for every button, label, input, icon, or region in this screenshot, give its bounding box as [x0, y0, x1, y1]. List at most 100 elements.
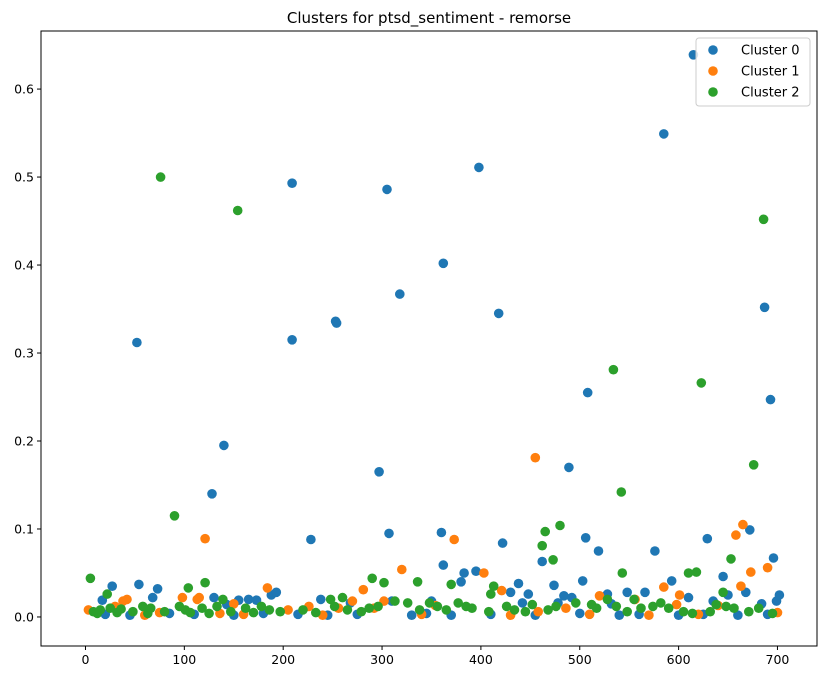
point-cluster-0-3 — [134, 579, 144, 590]
legend: Cluster 0 Cluster 1 Cluster 2 — [695, 37, 811, 107]
point-cluster-2-95 — [767, 608, 778, 619]
point-cluster-2-24 — [629, 594, 639, 605]
point-cluster-0-28 — [436, 527, 447, 538]
point-cluster-2-16 — [537, 540, 547, 551]
point-cluster-2-9 — [337, 592, 348, 603]
legend-marker-2 — [708, 87, 718, 97]
point-cluster-0-47 — [577, 576, 588, 586]
point-cluster-1-11 — [262, 583, 273, 593]
point-cluster-2-64 — [414, 605, 425, 615]
point-cluster-0-37 — [505, 587, 516, 598]
point-cluster-0-31 — [456, 577, 466, 587]
point-cluster-0-86 — [575, 608, 585, 619]
point-cluster-0-55 — [650, 546, 660, 556]
point-cluster-2-62 — [390, 596, 400, 606]
point-cluster-2-87 — [678, 606, 689, 617]
y-tick-label-3: 0.3 — [14, 346, 34, 361]
point-cluster-1-24 — [530, 452, 541, 463]
point-cluster-1-16 — [358, 584, 369, 595]
point-cluster-2-39 — [138, 601, 148, 612]
point-cluster-1-26 — [561, 603, 571, 613]
point-cluster-2-56 — [311, 607, 321, 618]
point-cluster-2-83 — [636, 603, 646, 613]
point-cluster-2-78 — [571, 598, 581, 608]
point-cluster-0-54 — [640, 587, 650, 598]
legend-box — [695, 37, 811, 107]
point-cluster-2-75 — [527, 599, 538, 610]
point-cluster-0-62 — [718, 571, 728, 582]
point-cluster-2-41 — [145, 603, 156, 613]
point-cluster-0-67 — [759, 302, 770, 313]
point-cluster-0-18 — [316, 594, 326, 605]
point-cluster-0-35 — [493, 308, 504, 319]
legend-marker-1 — [708, 66, 718, 76]
point-cluster-0-69 — [768, 553, 779, 563]
legend-marker-0 — [708, 45, 718, 55]
point-cluster-1-7 — [194, 592, 204, 603]
point-cluster-2-51 — [248, 607, 259, 618]
point-cluster-0-11 — [243, 594, 254, 605]
x-tick-label-2: 200 — [271, 652, 295, 667]
point-cluster-2-82 — [622, 606, 632, 617]
point-cluster-1-12 — [283, 605, 293, 615]
point-cluster-0-16 — [287, 335, 297, 345]
point-cluster-0-36 — [497, 538, 508, 548]
y-tick-label-0: 0.0 — [14, 609, 34, 624]
legend-label-1: Cluster 1 — [741, 65, 800, 80]
point-cluster-2-77 — [551, 601, 561, 612]
point-cluster-1-45 — [644, 610, 654, 620]
point-cluster-2-7 — [232, 205, 243, 216]
point-cluster-1-23 — [496, 585, 507, 596]
point-cluster-1-19 — [397, 564, 407, 575]
point-cluster-2-73 — [509, 605, 520, 615]
point-cluster-2-25 — [683, 568, 694, 578]
point-cluster-2-20 — [602, 594, 613, 605]
point-cluster-0-14 — [271, 587, 282, 598]
point-cluster-2-88 — [687, 608, 698, 619]
plot-frame — [40, 30, 818, 647]
point-cluster-1-22 — [479, 568, 489, 578]
point-cluster-2-5 — [200, 577, 210, 588]
point-cluster-0-17 — [306, 534, 316, 545]
point-cluster-2-92 — [729, 603, 739, 613]
point-cluster-1-33 — [731, 530, 741, 540]
y-tick-label-6: 0.6 — [14, 82, 34, 97]
point-cluster-0-42 — [549, 580, 559, 591]
point-cluster-2-52 — [256, 601, 267, 612]
point-cluster-2-63 — [402, 598, 413, 608]
point-cluster-2-53 — [264, 605, 275, 615]
x-tick-label-1: 100 — [172, 652, 196, 667]
point-cluster-1-31 — [674, 590, 685, 600]
point-cluster-1-37 — [762, 562, 773, 573]
point-cluster-2-45 — [185, 607, 196, 618]
point-cluster-2-10 — [367, 573, 378, 584]
point-cluster-0-65 — [745, 525, 755, 535]
point-cluster-2-90 — [711, 599, 721, 610]
y-tick-label-4: 0.4 — [14, 258, 34, 273]
point-cluster-0-6 — [207, 489, 217, 499]
point-cluster-2-93 — [744, 606, 754, 617]
point-cluster-0-26 — [395, 289, 405, 299]
x-tick-label-4: 400 — [469, 652, 493, 667]
point-cluster-2-71 — [484, 606, 494, 617]
point-cluster-1-34 — [736, 581, 746, 591]
point-cluster-2-59 — [356, 606, 367, 617]
point-cluster-2-91 — [721, 601, 731, 612]
point-cluster-2-15 — [488, 581, 499, 591]
point-cluster-2-42 — [159, 606, 170, 617]
point-cluster-0-7 — [209, 592, 219, 603]
point-cluster-1-27 — [594, 591, 605, 601]
point-cluster-2-27 — [696, 378, 707, 388]
x-tick-label-3: 300 — [370, 652, 394, 667]
point-cluster-2-3 — [169, 511, 180, 521]
point-cluster-2-48 — [212, 601, 222, 612]
point-cluster-1-44 — [584, 609, 595, 620]
point-cluster-2-81 — [611, 601, 622, 612]
y-tick-label-5: 0.5 — [14, 170, 34, 185]
point-cluster-1-29 — [659, 582, 669, 592]
point-cluster-0-44 — [559, 591, 569, 601]
point-cluster-2-46 — [197, 603, 207, 613]
point-cluster-2-18 — [548, 555, 558, 565]
point-cluster-1-15 — [347, 596, 358, 606]
point-cluster-0-29 — [438, 258, 449, 269]
